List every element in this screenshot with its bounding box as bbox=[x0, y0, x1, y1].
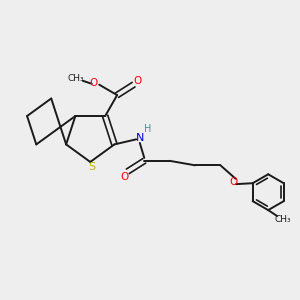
Text: O: O bbox=[120, 172, 128, 182]
Text: O: O bbox=[230, 177, 238, 187]
Text: O: O bbox=[90, 78, 98, 88]
Text: O: O bbox=[133, 76, 141, 86]
Text: H: H bbox=[145, 124, 152, 134]
Text: N: N bbox=[136, 134, 144, 143]
Text: S: S bbox=[88, 162, 95, 172]
Text: CH₃: CH₃ bbox=[67, 74, 84, 82]
Text: CH₃: CH₃ bbox=[275, 215, 291, 224]
